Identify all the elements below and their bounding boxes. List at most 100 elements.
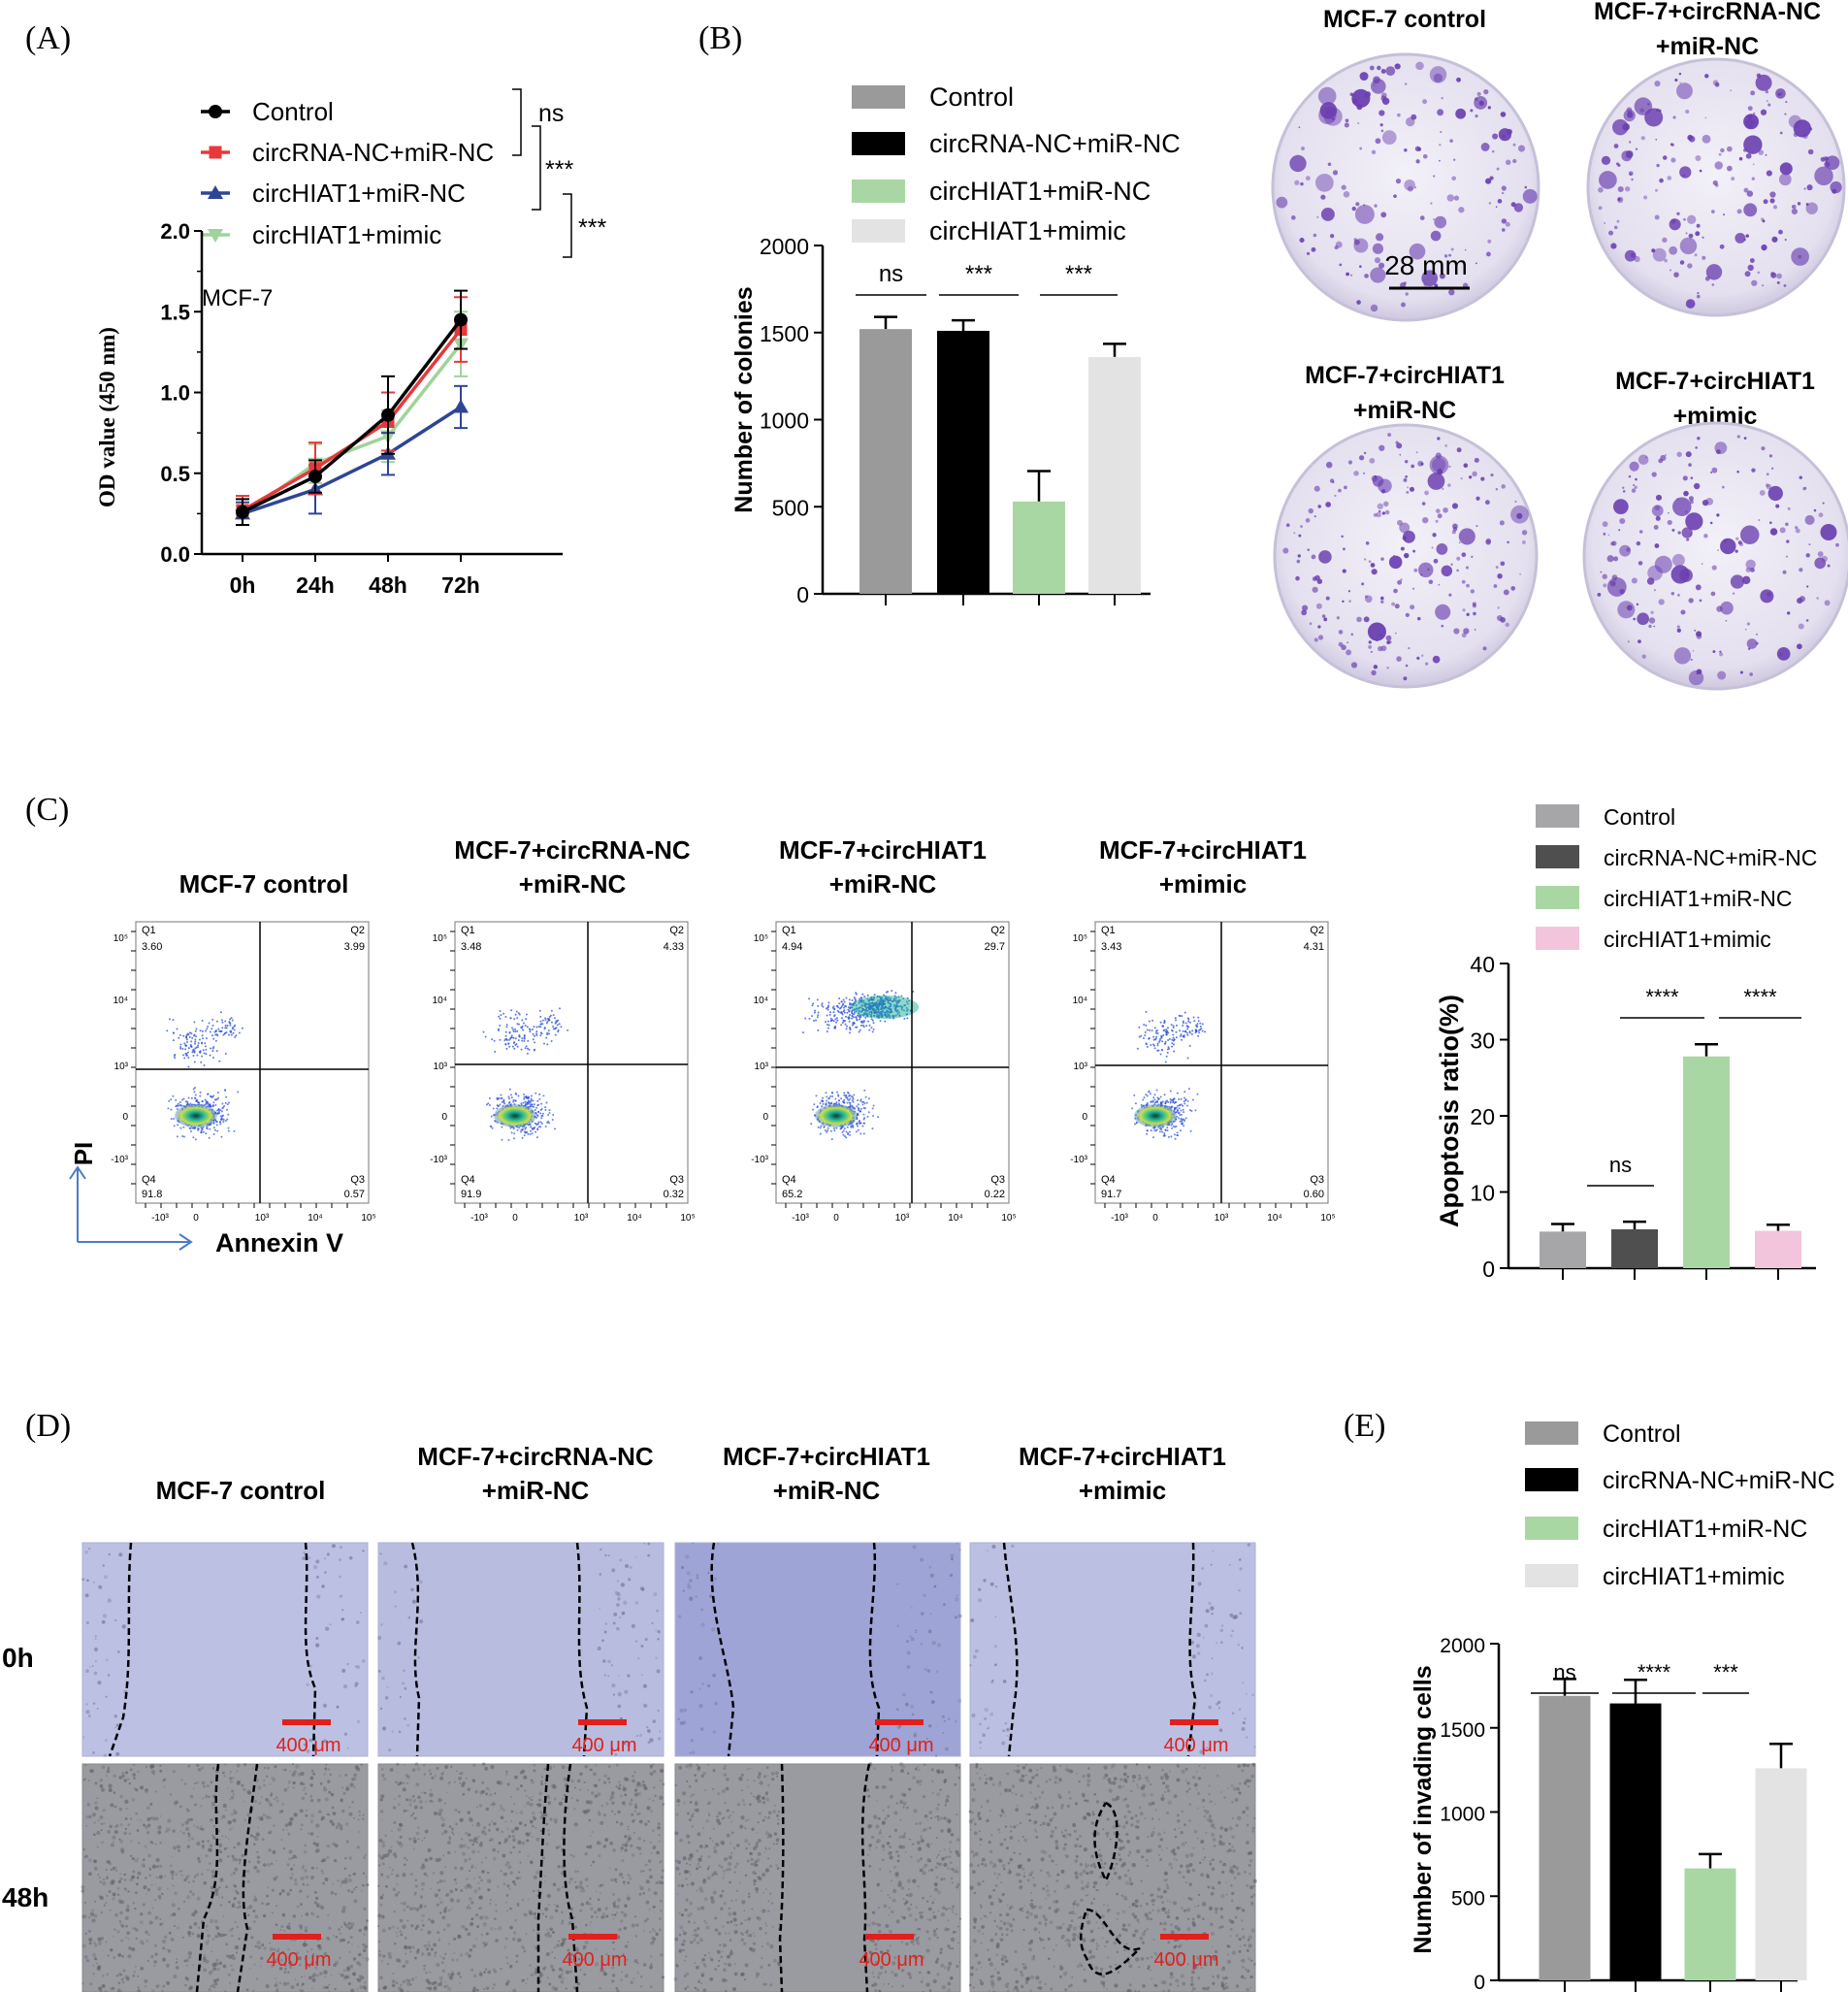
flow-dot (546, 1020, 549, 1023)
flow-dot (859, 1107, 862, 1110)
wound-cell (180, 1823, 184, 1827)
bar-sig-label: *** (965, 261, 992, 287)
flow-dot (1145, 1043, 1148, 1046)
colony-dot (1501, 228, 1506, 232)
colony-dot (1672, 497, 1692, 517)
wound-cell (109, 1862, 113, 1866)
colony-dot (1710, 471, 1713, 474)
flow-dot (1174, 1137, 1177, 1140)
flow-dot (515, 1093, 518, 1095)
colony-dot (1456, 77, 1461, 82)
flow-dot (848, 998, 851, 1001)
flow-dot (840, 1097, 843, 1100)
wound-cell (281, 1803, 285, 1806)
wound-cell (340, 1617, 344, 1621)
wound-cell (301, 1982, 305, 1986)
wound-cell (236, 1926, 239, 1929)
colony-dot (1296, 559, 1301, 564)
flow-title-2b: +miR-NC (519, 869, 627, 898)
wound-cell (289, 1876, 293, 1880)
wound-cell (262, 1913, 267, 1918)
flow-dot (516, 1045, 519, 1048)
flow-dot (219, 1109, 222, 1112)
flow-dot (544, 1019, 547, 1022)
line-chart-ytick-label: 2.0 (160, 219, 190, 244)
wound-cell (159, 1842, 162, 1845)
colony-dot (1786, 539, 1790, 543)
wound-cell (338, 1928, 340, 1931)
wound-cell (81, 1884, 85, 1890)
flow-dot (505, 1024, 508, 1027)
flow-dot (179, 1103, 182, 1106)
flow-plot-frame (775, 921, 1010, 1204)
flow-dot (1167, 1038, 1170, 1041)
flow-dot (226, 1025, 229, 1028)
wound-cell (101, 1765, 106, 1769)
wound-cell (222, 1933, 226, 1937)
wound-cell (143, 1884, 147, 1890)
wound-title-4b: +mimic (1079, 1476, 1166, 1505)
wound-cell (110, 1880, 114, 1885)
wound-cell (118, 1973, 122, 1976)
wound-cell (338, 1557, 342, 1562)
colony-dot (1655, 188, 1658, 192)
flow-dot (168, 1099, 171, 1102)
wound-cell (129, 1878, 134, 1882)
colony-dot (1732, 592, 1735, 595)
wound-cell (322, 1703, 328, 1708)
flow-q1-label: Q1 (142, 925, 156, 936)
colony-dot (1610, 541, 1615, 546)
flow-dot (1152, 1038, 1155, 1041)
colony-dot (1646, 103, 1650, 106)
flow-dot (526, 1102, 529, 1105)
flow-dot (205, 1100, 208, 1103)
flow-dot (241, 1027, 243, 1029)
wound-cell (308, 1832, 310, 1835)
flow-dot (827, 1001, 830, 1004)
flow-dot (197, 1127, 200, 1130)
flow-dot (1152, 1096, 1155, 1099)
wound-cell (296, 1905, 300, 1909)
wound-cell (273, 1798, 276, 1801)
wound-cell (113, 1912, 118, 1917)
wound-cell (179, 1870, 183, 1873)
flow-dot (539, 1108, 542, 1111)
wound-cell (310, 1963, 314, 1966)
colony-dot (1512, 158, 1517, 164)
flow-xtick-label: 10³ (895, 1213, 910, 1224)
flow-dot (537, 1121, 540, 1124)
wound-cell (354, 1684, 358, 1687)
flow-dot (516, 1128, 519, 1131)
colony-dot (1705, 264, 1723, 280)
flow-q2-value: 4.33 (664, 941, 684, 953)
flow-dot (1151, 1100, 1154, 1103)
flow-dot (817, 1014, 820, 1017)
wound-cell (161, 1939, 167, 1944)
wound-cell (124, 1878, 127, 1881)
flow-dot (1159, 1101, 1162, 1104)
flow-dot (546, 1033, 549, 1036)
wound-cell (113, 1830, 118, 1835)
wound-cell (106, 1775, 108, 1778)
colony-dot (1320, 207, 1335, 221)
wound-cell (291, 1772, 296, 1777)
colony-dot (1785, 555, 1789, 558)
flow-xtick-label: 0 (1152, 1213, 1158, 1224)
flow-dot (517, 1012, 520, 1015)
flow-dot (186, 1041, 189, 1044)
flow-xtick-label: 0 (193, 1213, 199, 1224)
flow-dot (521, 1127, 524, 1130)
flow-dot (1166, 1029, 1169, 1032)
flow-dot (516, 1017, 519, 1020)
wound-cell (211, 1801, 216, 1806)
flow-dot (204, 1045, 207, 1048)
wound-cell (147, 1933, 150, 1937)
wound-cell (275, 1904, 278, 1908)
wound-cell (262, 1813, 266, 1817)
colony-dot (1502, 134, 1506, 139)
colony-dot (1474, 96, 1488, 110)
flow-dot (207, 1093, 210, 1095)
colony-dot (1452, 527, 1458, 532)
wound-cell (312, 1565, 318, 1570)
flow-dot (825, 1102, 827, 1105)
